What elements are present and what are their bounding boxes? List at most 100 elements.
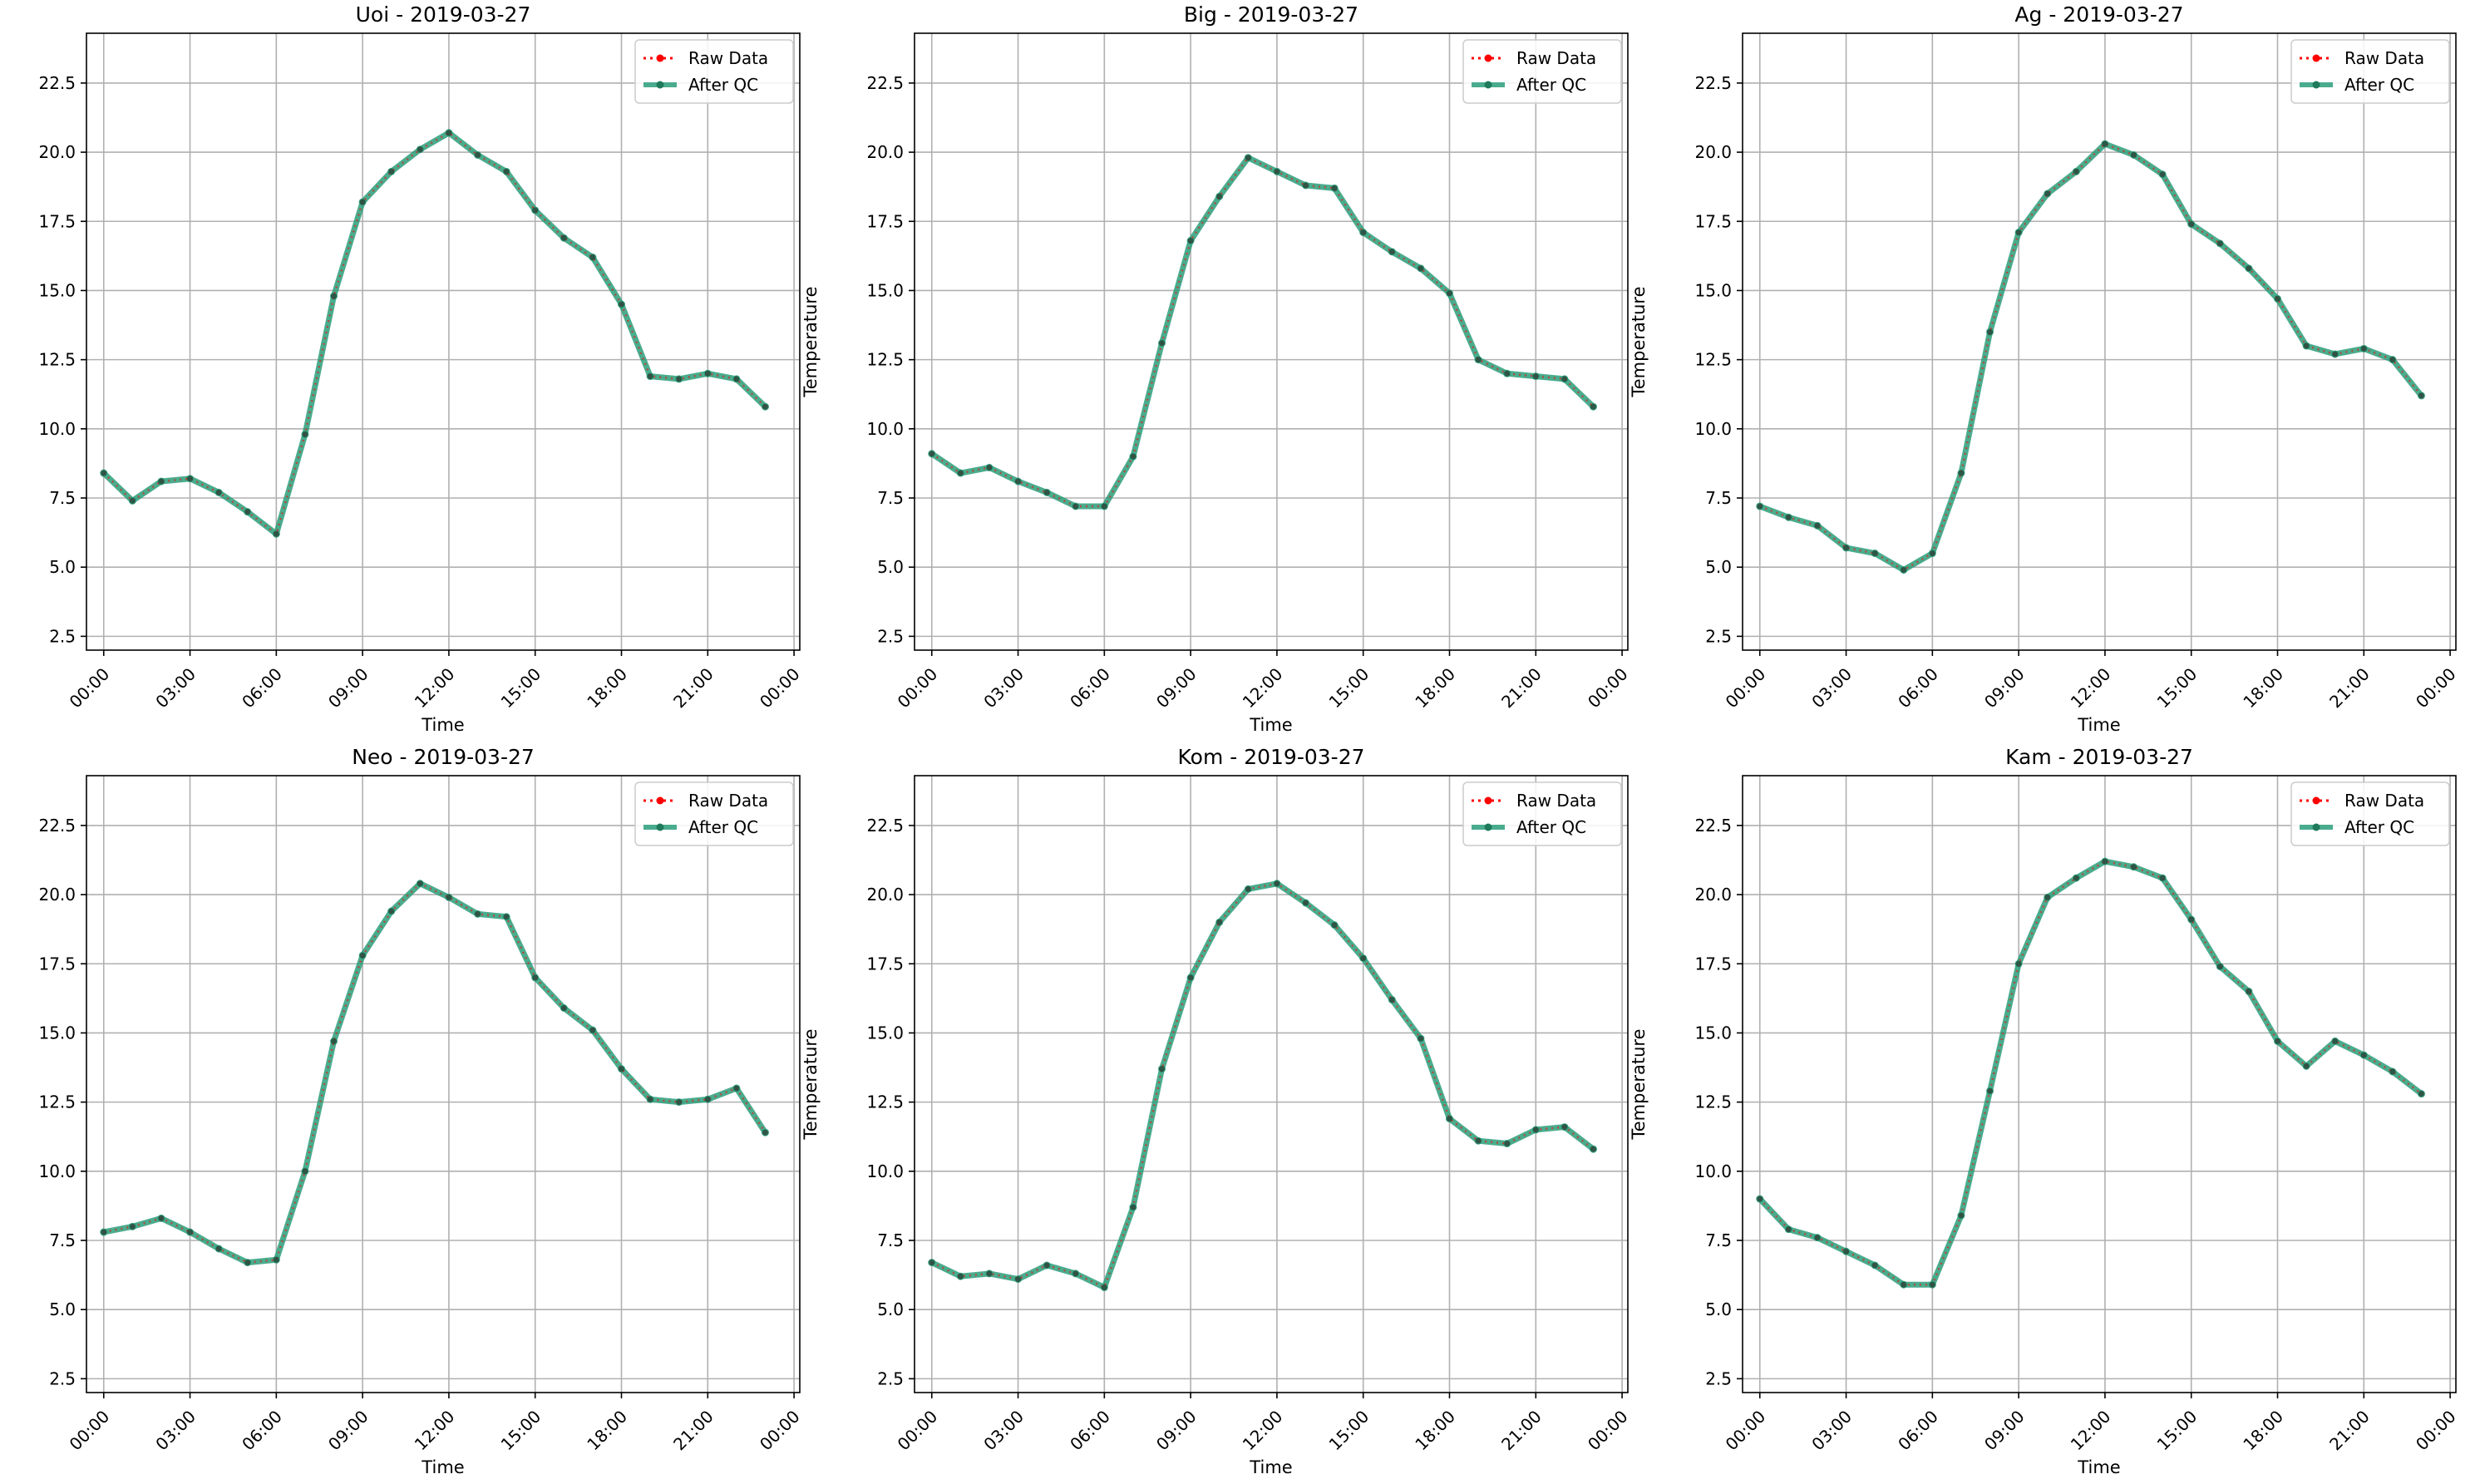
x-tick-label: 03:00 — [979, 1407, 1028, 1455]
y-tick-label: 7.5 — [1705, 488, 1732, 508]
raw-data-point — [1274, 168, 1280, 175]
raw-data-point — [1590, 403, 1596, 410]
x-tick-label: 18:00 — [583, 664, 631, 712]
series-line-raw-data — [931, 882, 1595, 1289]
x-tick-label: 15:00 — [2153, 664, 2201, 712]
raw-data-point — [986, 1270, 993, 1277]
raw-data-point — [158, 1215, 165, 1221]
raw-data-point — [1101, 1284, 1107, 1291]
y-tick-label: 22.5 — [1694, 816, 1732, 836]
y-tick-label: 15.0 — [866, 280, 904, 300]
raw-data-point — [1388, 997, 1395, 1003]
legend-raw-data-label: Raw Data — [688, 791, 768, 811]
y-tick-label: 5.0 — [1705, 557, 1732, 577]
x-tick-label: 09:00 — [1980, 1407, 2029, 1455]
raw-data-point — [1785, 1226, 1792, 1233]
axes-frame — [86, 775, 801, 1393]
raw-data-point — [1814, 1235, 1821, 1241]
raw-data-point — [1331, 185, 1338, 191]
y-tick-label: 5.0 — [877, 1299, 904, 1319]
y-tick-label: 15.0 — [38, 280, 76, 300]
x-tick-label: 15:00 — [2153, 1407, 2201, 1455]
raw-data-point — [2216, 240, 2223, 247]
axes-frame — [86, 32, 801, 651]
y-tick-label: 7.5 — [1705, 1230, 1732, 1250]
y-tick-label: 10.0 — [38, 1161, 76, 1181]
legend-raw-data-label: Raw Data — [688, 48, 768, 68]
x-tick-label: 03:00 — [1807, 1407, 1856, 1455]
subplot-6: Kam - 2019-03-27 2.5 5.0 7.5 10.0 12.5 15.0 17.… — [1629, 745, 2460, 1477]
raw-data-point — [359, 199, 366, 205]
raw-data-point — [1901, 567, 1907, 574]
raw-data-point — [676, 376, 683, 382]
y-tick-label: 22.5 — [866, 73, 904, 93]
raw-data-point — [1871, 1262, 1878, 1269]
legend-raw-data-marker — [2312, 54, 2320, 62]
x-tick-label: 15:00 — [1325, 1407, 1373, 1455]
raw-data-point — [1757, 1196, 1763, 1202]
raw-data-point — [446, 894, 452, 900]
raw-data-point — [1871, 550, 1878, 557]
legend-raw-data-label: Raw Data — [2344, 791, 2424, 811]
x-tick-label: 06:00 — [1066, 1407, 1114, 1455]
raw-data-point — [1130, 453, 1136, 460]
raw-data-point — [158, 478, 165, 485]
chart-title: Big - 2019-03-27 — [1184, 2, 1358, 27]
x-tick-label: 21:00 — [2325, 1407, 2374, 1455]
y-tick-label: 22.5 — [866, 816, 904, 836]
y-tick-label: 10.0 — [866, 419, 904, 439]
chart-title: Kom - 2019-03-27 — [1178, 745, 1365, 769]
raw-data-point — [560, 234, 567, 241]
series-line-after-qc — [101, 130, 767, 537]
raw-data-point — [273, 530, 279, 537]
x-tick-label: 06:00 — [1066, 664, 1114, 712]
raw-data-point — [2044, 190, 2051, 197]
y-tick-label: 15.0 — [38, 1023, 76, 1043]
y-tick-label: 5.0 — [49, 557, 76, 577]
y-tick-label: 20.0 — [1694, 142, 1732, 162]
legend-after-qc-label: After QC — [688, 75, 758, 95]
raw-data-point — [1303, 182, 1309, 189]
y-tick-label: 20.0 — [1694, 885, 1732, 905]
raw-data-point — [1072, 1270, 1079, 1277]
raw-data-point — [532, 207, 539, 214]
raw-data-point — [1360, 955, 1367, 962]
y-tick-label: 2.5 — [877, 1368, 904, 1388]
raw-data-point — [2246, 265, 2252, 272]
raw-data-point — [957, 1273, 964, 1279]
legend: Raw Data After QC — [634, 781, 794, 846]
raw-data-point — [1561, 1124, 1568, 1131]
y-axis-label: Temperature — [801, 1028, 821, 1140]
raw-data-point — [2073, 875, 2079, 881]
legend-after-qc-marker — [656, 823, 664, 831]
x-axis-label: Time — [421, 1457, 464, 1477]
legend-raw-data-label: Raw Data — [1516, 791, 1596, 811]
legend-after-qc-label: After QC — [1516, 75, 1586, 95]
legend-raw-data-label: Raw Data — [2344, 48, 2424, 68]
x-tick-label: 15:00 — [497, 664, 545, 712]
y-tick-label: 22.5 — [1694, 73, 1732, 93]
y-tick-label: 22.5 — [38, 73, 76, 93]
raw-data-point — [589, 254, 596, 261]
raw-data-point — [215, 489, 222, 495]
x-tick-label: 09:00 — [324, 1407, 372, 1455]
y-tick-label: 12.5 — [38, 1092, 76, 1112]
raw-data-point — [1843, 545, 1850, 551]
series-line-raw-data — [1759, 142, 2423, 571]
x-tick-label: 18:00 — [1411, 1407, 1459, 1455]
x-tick-label: 18:00 — [2239, 1407, 2287, 1455]
raw-data-point — [1447, 290, 1452, 297]
raw-data-point — [129, 497, 136, 504]
raw-data-point — [331, 293, 338, 299]
raw-data-point — [1274, 880, 1280, 887]
x-tick-label: 09:00 — [1980, 664, 2029, 712]
legend-after-qc-marker — [2312, 81, 2320, 89]
x-tick-label: 03:00 — [1807, 664, 1856, 712]
x-tick-label: 06:00 — [238, 1407, 286, 1455]
raw-data-point — [1159, 340, 1166, 347]
raw-data-point — [1814, 522, 1821, 529]
raw-data-point — [957, 470, 964, 476]
legend-raw-data-marker — [656, 796, 664, 805]
raw-data-point — [929, 451, 935, 457]
x-tick-label: 15:00 — [1325, 664, 1373, 712]
